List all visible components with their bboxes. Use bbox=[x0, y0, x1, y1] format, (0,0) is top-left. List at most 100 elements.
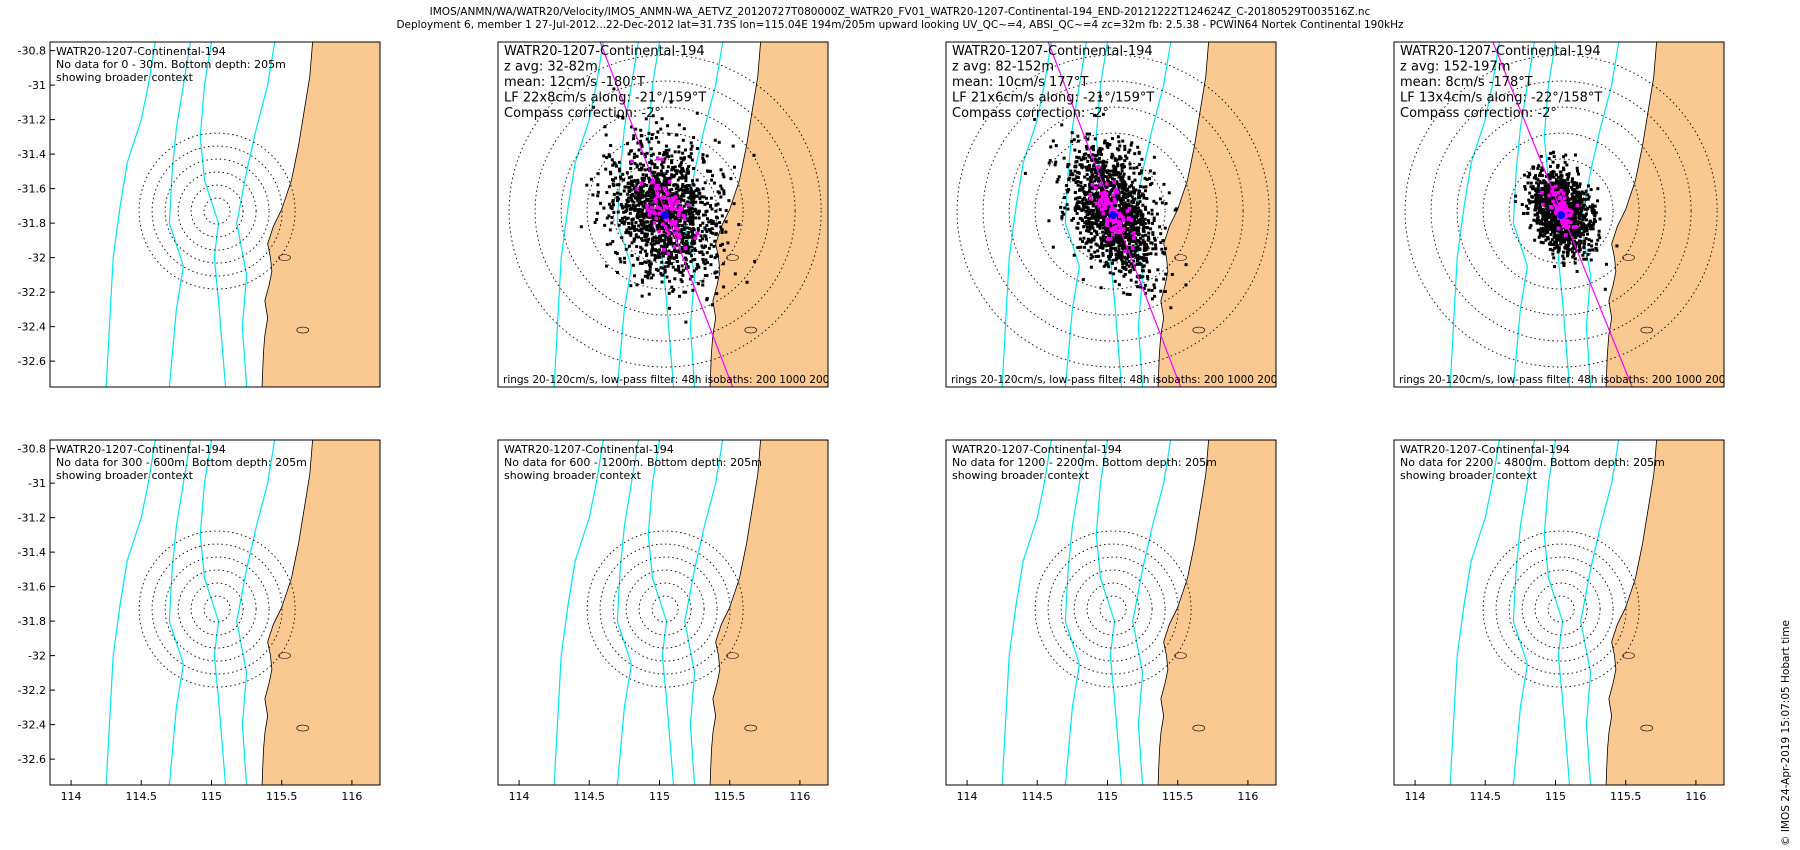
velocity-point bbox=[1120, 169, 1124, 173]
velocity-point bbox=[1051, 139, 1055, 143]
lowpass-point bbox=[653, 186, 658, 191]
velocity-point bbox=[678, 176, 682, 180]
velocity-point bbox=[1565, 245, 1569, 249]
lowpass-point bbox=[670, 199, 674, 203]
velocity-point bbox=[679, 171, 683, 175]
velocity-point bbox=[665, 202, 669, 206]
panel-text-line: z avg: 82-152m bbox=[952, 60, 1054, 75]
velocity-point bbox=[1141, 269, 1145, 273]
panel-text-line: showing broader context bbox=[1400, 469, 1538, 482]
velocity-point bbox=[684, 239, 688, 243]
velocity-point bbox=[1094, 254, 1098, 258]
velocity-point bbox=[625, 142, 629, 146]
velocity-point bbox=[1115, 240, 1119, 244]
velocity-point bbox=[1584, 237, 1588, 241]
velocity-point bbox=[677, 229, 681, 233]
velocity-point bbox=[1540, 174, 1544, 178]
velocity-point bbox=[722, 248, 726, 252]
lowpass-point bbox=[662, 247, 666, 252]
velocity-point bbox=[650, 137, 654, 141]
velocity-point bbox=[1561, 250, 1565, 254]
velocity-point bbox=[650, 232, 654, 236]
velocity-point bbox=[1086, 137, 1090, 141]
velocity-point bbox=[1589, 188, 1593, 192]
velocity-point bbox=[1537, 208, 1541, 212]
speed-ring-6 bbox=[508, 54, 822, 368]
velocity-point bbox=[1121, 262, 1125, 266]
velocity-point bbox=[629, 175, 633, 179]
velocity-point bbox=[1079, 187, 1083, 191]
velocity-point bbox=[1074, 181, 1078, 185]
x-tick-label: 114 bbox=[957, 790, 978, 803]
velocity-point bbox=[1076, 246, 1080, 250]
velocity-point bbox=[1083, 184, 1087, 188]
velocity-point bbox=[643, 224, 647, 228]
velocity-point bbox=[604, 264, 608, 268]
velocity-point bbox=[1549, 224, 1553, 228]
velocity-point bbox=[630, 226, 634, 230]
velocity-point bbox=[640, 219, 644, 223]
velocity-point bbox=[1553, 246, 1557, 250]
island bbox=[1174, 652, 1187, 659]
velocity-point bbox=[680, 198, 684, 202]
velocity-point bbox=[1083, 221, 1087, 225]
velocity-point bbox=[636, 257, 640, 261]
velocity-point bbox=[685, 171, 689, 175]
velocity-point bbox=[635, 245, 639, 249]
velocity-point bbox=[619, 260, 623, 264]
velocity-point bbox=[1545, 190, 1549, 194]
velocity-point bbox=[703, 213, 707, 217]
velocity-point bbox=[1129, 143, 1133, 147]
velocity-point bbox=[673, 173, 677, 177]
velocity-point bbox=[629, 284, 633, 288]
velocity-point bbox=[608, 228, 612, 232]
velocity-point bbox=[1587, 195, 1591, 199]
velocity-point bbox=[659, 244, 663, 248]
velocity-point bbox=[607, 153, 611, 157]
velocity-point bbox=[636, 203, 640, 207]
velocity-point bbox=[1556, 185, 1560, 189]
velocity-point bbox=[682, 231, 686, 235]
velocity-point bbox=[1159, 240, 1163, 244]
velocity-point bbox=[1118, 209, 1122, 213]
velocity-point bbox=[627, 152, 631, 156]
velocity-point bbox=[1528, 201, 1532, 205]
velocity-point bbox=[1586, 197, 1590, 201]
velocity-point bbox=[633, 152, 637, 156]
velocity-point bbox=[1099, 211, 1103, 215]
velocity-point bbox=[623, 215, 627, 219]
velocity-point bbox=[1088, 190, 1092, 194]
lowpass-point bbox=[1088, 193, 1093, 197]
velocity-point bbox=[1113, 204, 1117, 208]
velocity-point bbox=[1566, 201, 1570, 205]
velocity-point bbox=[1111, 198, 1115, 202]
velocity-point bbox=[1571, 250, 1575, 254]
lowpass-point bbox=[1114, 187, 1119, 192]
velocity-point bbox=[1087, 249, 1091, 253]
velocity-point bbox=[1580, 232, 1584, 236]
velocity-point bbox=[1152, 171, 1156, 175]
velocity-point bbox=[1102, 220, 1106, 224]
velocity-point bbox=[674, 268, 678, 272]
velocity-point bbox=[1593, 213, 1597, 217]
velocity-point bbox=[642, 226, 646, 230]
velocity-point bbox=[660, 205, 664, 209]
velocity-point bbox=[1145, 178, 1149, 182]
velocity-point bbox=[1117, 197, 1121, 201]
velocity-point bbox=[639, 128, 643, 132]
velocity-point bbox=[633, 224, 637, 228]
x-tick-label: 115 bbox=[1097, 790, 1118, 803]
island bbox=[744, 326, 758, 334]
velocity-point bbox=[1540, 166, 1544, 170]
velocity-point bbox=[1566, 189, 1570, 193]
velocity-point bbox=[1571, 205, 1575, 209]
lowpass-point bbox=[1551, 199, 1555, 204]
velocity-point bbox=[1146, 274, 1150, 278]
velocity-point bbox=[1094, 191, 1098, 195]
velocity-point bbox=[1115, 173, 1119, 177]
velocity-point bbox=[690, 274, 694, 278]
velocity-point bbox=[681, 234, 685, 238]
velocity-point bbox=[1563, 181, 1567, 185]
island bbox=[1640, 724, 1654, 732]
